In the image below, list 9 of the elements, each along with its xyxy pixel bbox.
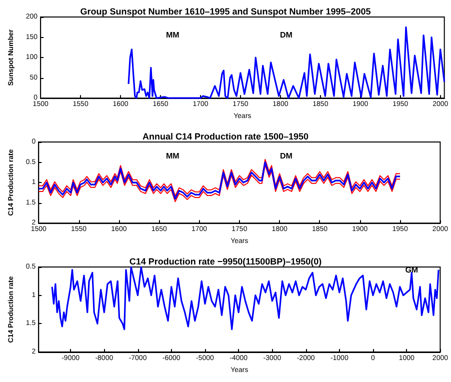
annotation: MM — [166, 30, 180, 40]
line-series — [51, 266, 440, 330]
chart-title: C14 Production rate −9950(11500BP)–1950(0) — [129, 256, 322, 266]
chart-title: Annual C14 Production rate 1500–1950 — [142, 132, 309, 142]
annotation: DM — [280, 30, 293, 40]
annotation: DM — [280, 152, 293, 160]
annotation: MM — [166, 152, 180, 160]
chart-title: Group Sunspot Number 1610–1995 and Sunspot Number 1995–2005 — [80, 6, 371, 16]
line-series — [128, 26, 446, 99]
